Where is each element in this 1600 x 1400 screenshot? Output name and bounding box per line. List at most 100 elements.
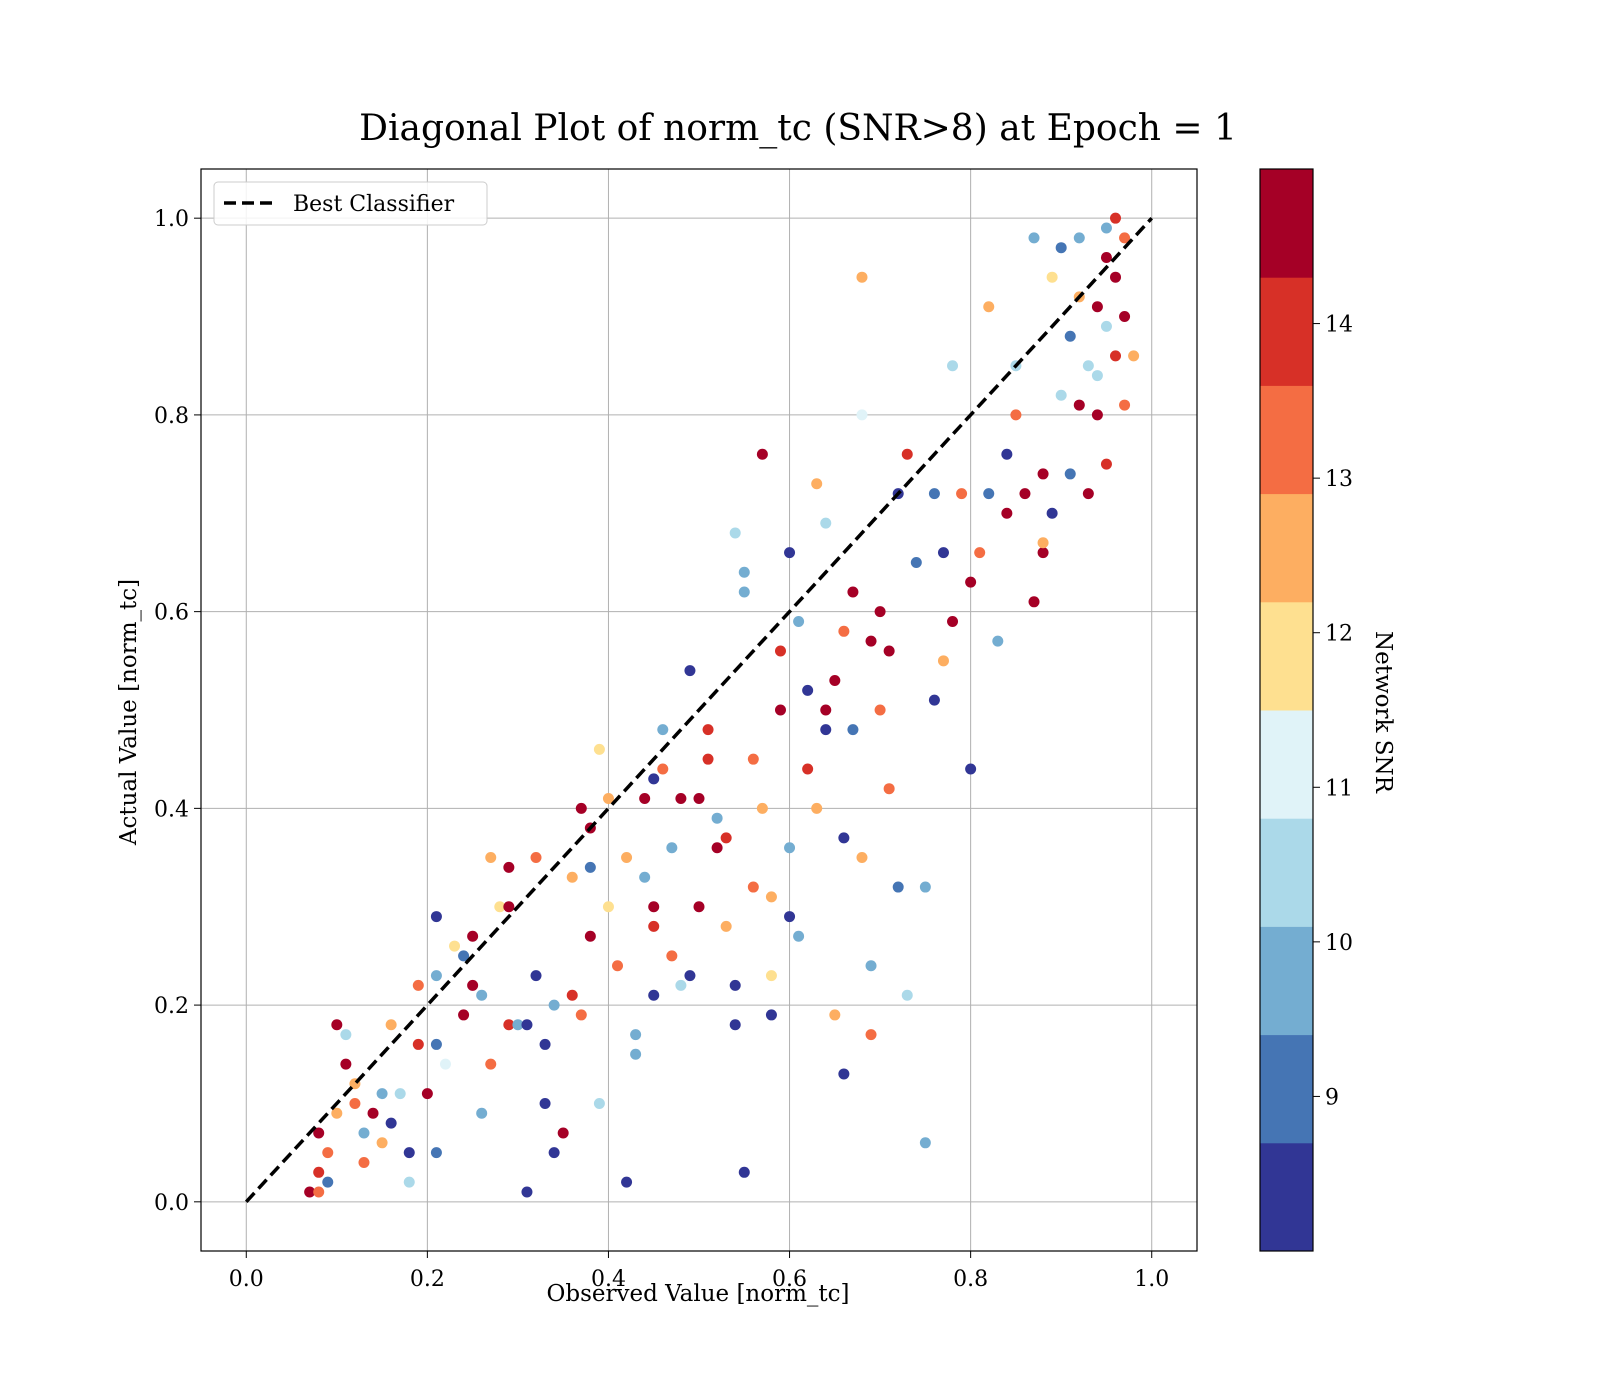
scatter-point (802, 763, 814, 775)
scatter-point (965, 763, 977, 775)
scatter-point (1110, 212, 1122, 224)
scatter-point (711, 842, 723, 854)
scatter-point (485, 852, 497, 864)
x-axis-label: Observed Value [norm_tc] (547, 1281, 850, 1307)
scatter-point (412, 979, 424, 991)
scatter-point (403, 1176, 415, 1188)
scatter-point (584, 930, 596, 942)
scatter-point (675, 793, 687, 805)
scatter-point (494, 901, 506, 913)
scatter-point (1091, 370, 1103, 382)
scatter-point (901, 448, 913, 460)
x-tick-label: 0.4 (591, 1267, 626, 1292)
scatter-point (430, 1038, 442, 1050)
scatter-point (421, 1088, 433, 1100)
scatter-point (458, 1009, 470, 1021)
scatter-point (503, 861, 515, 873)
scatter-point (503, 1019, 515, 1031)
scatter-point (313, 1186, 325, 1198)
colorbar-tick-label: 11 (1325, 776, 1353, 801)
scatter-point (765, 970, 777, 982)
colorbar-tick-label: 12 (1325, 622, 1353, 647)
scatter-point (575, 1009, 587, 1021)
scatter-point (1110, 350, 1122, 362)
scatter-point (784, 842, 796, 854)
scatter-point (765, 1009, 777, 1021)
scatter-point (593, 743, 605, 755)
scatter-point (313, 1127, 325, 1139)
scatter-point (892, 881, 904, 893)
colorbar-segment (1260, 169, 1313, 278)
scatter-point (937, 547, 949, 559)
scatter-point (503, 901, 515, 913)
y-tick-label: 0.6 (154, 601, 189, 626)
best-classifier-line (244, 216, 1154, 1204)
scatter-point (1110, 271, 1122, 283)
scatter-point (693, 901, 705, 913)
colorbar-tick-label: 14 (1325, 313, 1353, 338)
scatter-point (793, 615, 805, 627)
scatter-point (1028, 232, 1040, 244)
scatter-point (412, 1038, 424, 1050)
scatter-point (856, 852, 868, 864)
scatter-point (1064, 468, 1076, 480)
colorbar-label: Network SNR (1370, 631, 1396, 794)
scatter-point (657, 724, 669, 736)
colorbar-frame (1259, 168, 1314, 1252)
colorbar-tick-label: 13 (1325, 467, 1353, 492)
scatter-point (430, 1147, 442, 1159)
colorbar-segment (1260, 493, 1313, 603)
colorbar-segment (1260, 818, 1313, 927)
scatter-point (575, 802, 587, 814)
scatter-point (1091, 409, 1103, 421)
scatter-point (1082, 488, 1094, 500)
plot-area: 0.0 0.2 0.4 0.6 0.8 1.0 0.0 0.2 0.4 0.6 0.8 1.0 (154, 168, 1198, 1292)
scatter-point (747, 881, 759, 893)
scatter-point (458, 950, 470, 962)
scatter-point (467, 930, 479, 942)
scatter-point (838, 1068, 850, 1080)
scatter-point (802, 684, 814, 696)
scatter-point (367, 1107, 379, 1119)
scatter-point (702, 753, 714, 765)
scatter-point (1064, 330, 1076, 342)
scatter-point (820, 724, 832, 736)
scatter-point (331, 1019, 343, 1031)
scatter-point (593, 1097, 605, 1109)
scatter-point (512, 1019, 524, 1031)
scatter-point (566, 871, 578, 883)
scatter-point (1100, 222, 1112, 234)
scatter-point (747, 753, 759, 765)
scatter-point (793, 930, 805, 942)
colorbar-segment (1260, 1142, 1313, 1252)
colorbar: 9 10 11 12 13 14 (1259, 168, 1353, 1252)
scatter-point (1100, 320, 1112, 332)
chart-title: Diagonal Plot of norm_tc (SNR>8) at Epoc… (359, 108, 1237, 149)
scatter-point (548, 1147, 560, 1159)
scatter-point (439, 1058, 451, 1070)
plot-frame (200, 168, 1198, 1252)
scatter-point (765, 891, 777, 903)
scatter-point (675, 979, 687, 991)
scatter-point (449, 940, 461, 952)
scatter-point (657, 763, 669, 775)
scatter-point (856, 271, 868, 283)
scatter-point (756, 802, 768, 814)
scatter-point (919, 881, 931, 893)
scatter-point (829, 1009, 841, 1021)
scatter-point (1073, 232, 1085, 244)
scatter-point (820, 704, 832, 716)
scatter-point (738, 1166, 750, 1178)
scatter-point (738, 566, 750, 578)
x-tick-label: 0.2 (410, 1267, 445, 1292)
scatter-point (1082, 360, 1094, 372)
scatter-point (1001, 448, 1013, 460)
scatter-point (358, 1127, 370, 1139)
scatter-point (729, 527, 741, 539)
colorbar-segment (1260, 926, 1313, 1036)
scatter-point (693, 793, 705, 805)
scatter-point (811, 802, 823, 814)
scatter-point (974, 547, 986, 559)
scatter-point (385, 1117, 397, 1129)
